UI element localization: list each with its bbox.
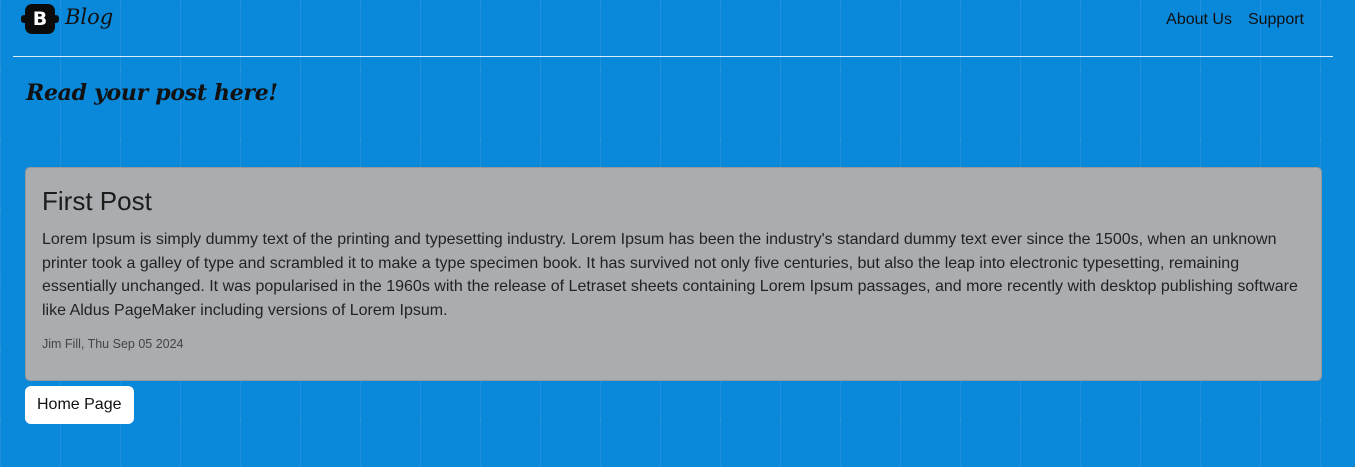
nav-link-support[interactable]: Support xyxy=(1247,11,1304,28)
nav-link-about-us[interactable]: About Us xyxy=(1166,11,1232,28)
post-card: First Post Lorem Ipsum is simply dummy t… xyxy=(25,167,1322,381)
post-body: Lorem Ipsum is simply dummy text of the … xyxy=(42,231,1298,319)
bootstrap-logo-icon: B xyxy=(21,4,59,34)
top-navbar: B Blog About Us Support xyxy=(13,0,1333,57)
post-meta: Jim Fill, Thu Sep 05 2024 xyxy=(42,337,184,351)
brand-link[interactable]: B Blog xyxy=(21,4,114,34)
home-page-button[interactable]: Home Page xyxy=(25,386,134,424)
page-subtitle: Read your post here! xyxy=(26,80,278,106)
post-title: First Post xyxy=(42,186,152,216)
nav-links: About Us Support xyxy=(1166,11,1304,29)
brand-name: Blog xyxy=(65,5,114,29)
